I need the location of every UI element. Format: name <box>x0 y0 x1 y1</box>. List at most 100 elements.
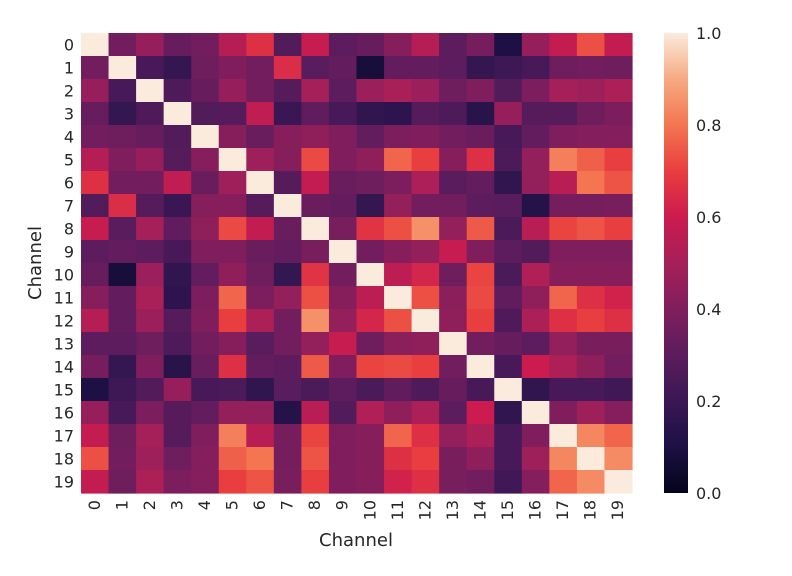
heatmap-cell <box>466 470 495 494</box>
heatmap-cell <box>191 401 220 425</box>
heatmap-cell <box>218 424 247 448</box>
heatmap-cell <box>191 309 220 333</box>
heatmap-cell <box>218 355 247 379</box>
heatmap-cell <box>521 309 550 333</box>
heatmap-cell <box>191 263 220 287</box>
heatmap-cell <box>466 378 495 402</box>
y-tick-label: 6 <box>64 174 74 193</box>
heatmap-cell <box>576 332 606 356</box>
heatmap-cell <box>246 148 275 172</box>
heatmap-cell <box>411 240 440 264</box>
heatmap-cell <box>136 56 165 80</box>
heatmap-cell <box>328 286 358 310</box>
heatmap-cell <box>466 355 495 379</box>
y-tick-label: 19 <box>54 473 74 492</box>
heatmap-cell <box>273 33 302 57</box>
heatmap-cell <box>439 240 468 264</box>
heatmap-cell <box>273 355 302 379</box>
heatmap-cell <box>604 56 633 80</box>
heatmap-cell <box>301 401 330 425</box>
heatmap-cell <box>163 470 192 494</box>
heatmap-cell <box>521 194 550 218</box>
heatmap-cell <box>604 309 633 333</box>
x-tick-label: 12 <box>415 500 434 520</box>
y-tick-label: 16 <box>54 404 74 423</box>
heatmap-cell <box>328 378 358 402</box>
heatmap-cell <box>191 102 220 126</box>
heatmap-cell <box>301 286 330 310</box>
x-tick-label: 3 <box>167 500 186 510</box>
heatmap-cell <box>191 424 220 448</box>
heatmap-cell <box>604 424 633 448</box>
y-tick-label: 10 <box>54 266 74 285</box>
heatmap-cell <box>328 470 358 494</box>
heatmap-cell <box>301 447 330 471</box>
heatmap-cell <box>301 56 330 80</box>
heatmap-cell <box>521 332 550 356</box>
heatmap-cell <box>439 470 468 494</box>
heatmap-cell <box>384 33 413 57</box>
heatmap-cell <box>246 263 275 287</box>
heatmap-cell <box>81 378 110 402</box>
heatmap-cell <box>439 309 468 333</box>
heatmap-cell <box>549 332 578 356</box>
heatmap-cell <box>494 378 523 402</box>
heatmap-cell <box>108 171 137 195</box>
heatmap-cell <box>81 286 110 310</box>
heatmap-cell <box>218 56 247 80</box>
heatmap-cell <box>81 263 110 287</box>
heatmap-cell <box>604 33 633 57</box>
heatmap-cell <box>549 79 578 103</box>
heatmap-cell <box>246 125 275 149</box>
heatmap-cell <box>301 332 330 356</box>
y-tick-label: 7 <box>64 197 74 216</box>
heatmap-cell <box>411 194 440 218</box>
heatmap-cell <box>108 240 137 264</box>
x-tick-label: 19 <box>608 500 627 520</box>
x-tick-label: 13 <box>443 500 462 520</box>
heatmap-cell <box>81 56 110 80</box>
heatmap-cell <box>604 148 633 172</box>
heatmap-cell <box>439 286 468 310</box>
heatmap-cell <box>521 378 550 402</box>
heatmap-cell <box>411 33 440 57</box>
heatmap-cell <box>273 56 302 80</box>
heatmap-cell <box>328 79 358 103</box>
heatmap-cell <box>218 194 247 218</box>
heatmap-cell <box>356 194 385 218</box>
heatmap-cell <box>191 194 220 218</box>
heatmap-cell <box>604 171 633 195</box>
heatmap-cell <box>384 286 413 310</box>
heatmap-cell <box>494 286 523 310</box>
heatmap-cell <box>521 263 550 287</box>
heatmap-cell <box>549 125 578 149</box>
heatmap-cell <box>384 470 413 494</box>
heatmap-cell <box>163 240 192 264</box>
y-tick-label: 8 <box>64 220 74 239</box>
heatmap-cell <box>411 263 440 287</box>
heatmap-cell <box>384 447 413 471</box>
heatmap-cell <box>108 263 137 287</box>
heatmap-cell <box>136 125 165 149</box>
heatmap-cell <box>466 309 495 333</box>
heatmap-cell <box>163 286 192 310</box>
heatmap-cell <box>191 286 220 310</box>
heatmap-cell <box>384 194 413 218</box>
heatmap-cell <box>521 355 550 379</box>
heatmap-cell <box>273 447 302 471</box>
heatmap-cell <box>411 378 440 402</box>
heatmap-cell <box>301 148 330 172</box>
heatmap-cell <box>328 171 358 195</box>
heatmap-cell <box>411 286 440 310</box>
heatmap-cell <box>411 447 440 471</box>
heatmap-cell <box>521 102 550 126</box>
heatmap-cell <box>411 355 440 379</box>
heatmap-cell <box>301 125 330 149</box>
heatmap-cell <box>494 217 523 241</box>
heatmap-cell <box>521 33 550 57</box>
x-tick-label: 5 <box>223 500 242 510</box>
heatmap-cell <box>273 125 302 149</box>
heatmap-cell <box>549 102 578 126</box>
heatmap-cell <box>108 378 137 402</box>
heatmap-cell <box>273 332 302 356</box>
